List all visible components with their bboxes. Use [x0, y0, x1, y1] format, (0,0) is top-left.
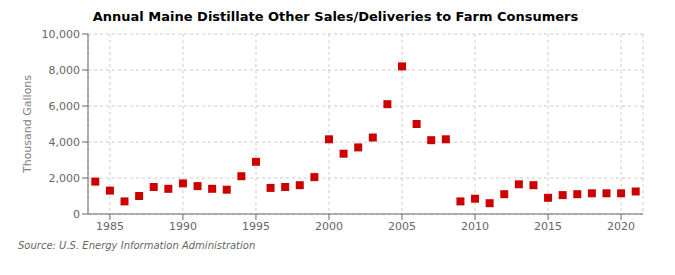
- svg-text:2005: 2005: [388, 220, 416, 233]
- svg-text:Thousand Gallons: Thousand Gallons: [21, 75, 34, 174]
- svg-text:2,000: 2,000: [49, 172, 81, 185]
- html-text:Source: U.S. Energy Informatio: Source: U.S. Energy Information Administ…: [18, 240, 256, 251]
- svg-text:1990: 1990: [169, 220, 197, 233]
- svg-text:6,000: 6,000: [49, 100, 81, 113]
- svg-text:2020: 2020: [607, 220, 635, 233]
- svg-text:4,000: 4,000: [49, 136, 81, 149]
- html-text:Annual Maine Distillate Other: Annual Maine Distillate Other Sales/Deli…: [92, 9, 579, 24]
- svg-text:2000: 2000: [315, 220, 343, 233]
- svg-text:2015: 2015: [534, 220, 562, 233]
- svg-text:1995: 1995: [242, 220, 270, 233]
- svg-text:1985: 1985: [96, 220, 124, 233]
- svg-text:2010: 2010: [461, 220, 489, 233]
- svg-text:0: 0: [73, 208, 80, 221]
- svg-text:8,000: 8,000: [49, 64, 81, 77]
- svg-text:10,000: 10,000: [42, 28, 81, 41]
